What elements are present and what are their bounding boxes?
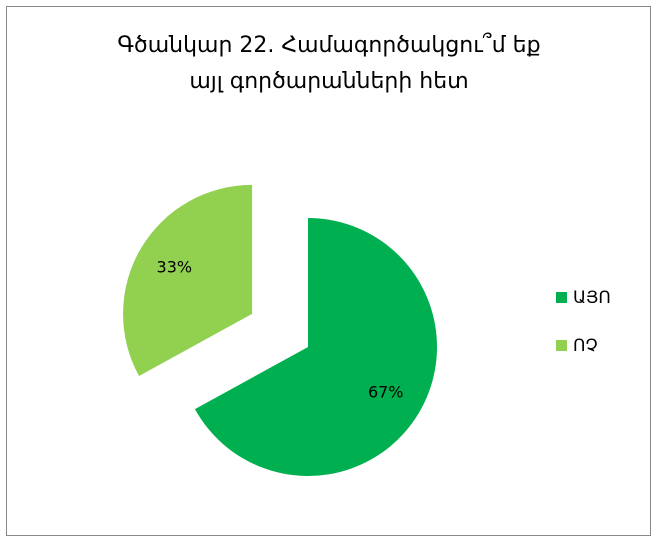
chart-title: Գծանկար 22. Համագործակցու՞մ եք xyxy=(117,33,540,58)
legend-swatch xyxy=(556,340,567,351)
legend-label: ԱՅՈ xyxy=(573,288,611,308)
legend-swatch xyxy=(556,292,567,303)
chart-title: այլ գործարանների հետ xyxy=(189,69,468,94)
pie-slice xyxy=(123,184,253,377)
legend-label: ՈՉ xyxy=(573,336,598,356)
data-label: 67% xyxy=(368,382,404,401)
pie-slice xyxy=(194,218,437,477)
data-label: 33% xyxy=(157,257,193,276)
